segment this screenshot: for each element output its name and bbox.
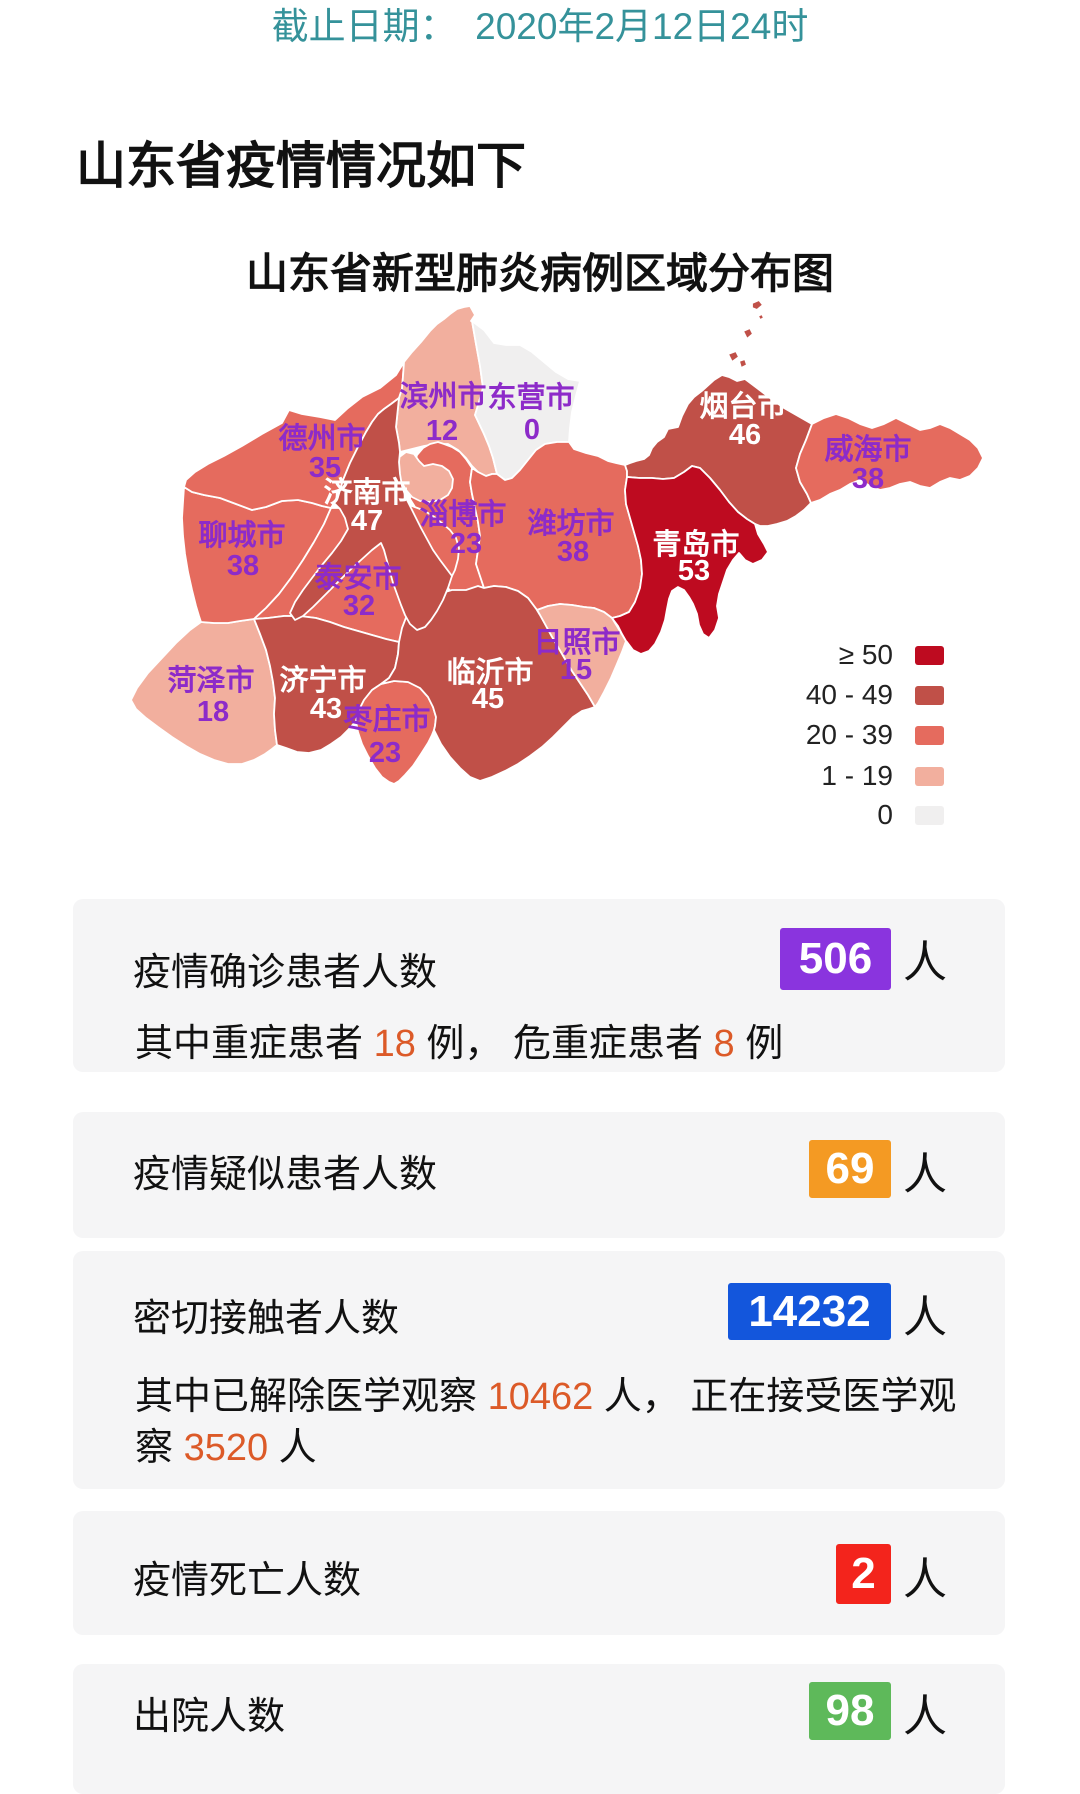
svg-text:38: 38 bbox=[557, 536, 589, 568]
svg-text:40 - 49: 40 - 49 bbox=[806, 679, 893, 710]
svg-text:淄博市: 淄博市 bbox=[419, 497, 506, 531]
svg-text:23: 23 bbox=[369, 737, 401, 769]
svg-text:临沂市: 临沂市 bbox=[446, 655, 533, 689]
svg-text:38: 38 bbox=[852, 463, 884, 495]
svg-text:菏泽市: 菏泽市 bbox=[167, 663, 254, 697]
svg-text:35: 35 bbox=[309, 452, 341, 484]
svg-text:0: 0 bbox=[524, 414, 540, 446]
svg-text:1 - 19: 1 - 19 bbox=[821, 760, 893, 791]
svg-text:32: 32 bbox=[343, 590, 375, 622]
svg-text:滨州市: 滨州市 bbox=[399, 379, 486, 413]
svg-text:济宁市: 济宁市 bbox=[279, 663, 366, 697]
svg-text:38: 38 bbox=[227, 550, 259, 582]
svg-text:43: 43 bbox=[310, 693, 342, 725]
svg-text:德州市: 德州市 bbox=[278, 421, 365, 455]
svg-text:枣庄市: 枣庄市 bbox=[342, 702, 430, 736]
svg-text:济南市: 济南市 bbox=[323, 475, 410, 509]
svg-text:20 - 39: 20 - 39 bbox=[806, 719, 893, 750]
svg-text:53: 53 bbox=[678, 555, 710, 587]
svg-text:45: 45 bbox=[472, 683, 504, 715]
svg-text:东营市: 东营市 bbox=[487, 380, 574, 414]
svg-text:≥ 50: ≥ 50 bbox=[839, 639, 893, 670]
svg-text:烟台市: 烟台市 bbox=[699, 389, 786, 423]
svg-text:泰安市: 泰安市 bbox=[314, 560, 401, 594]
svg-text:15: 15 bbox=[560, 654, 592, 686]
svg-text:聊城市: 聊城市 bbox=[198, 518, 285, 552]
svg-text:青岛市: 青岛市 bbox=[652, 527, 739, 561]
svg-text:日照市: 日照市 bbox=[533, 625, 620, 659]
svg-text:18: 18 bbox=[197, 696, 229, 728]
svg-text:威海市: 威海市 bbox=[824, 432, 911, 466]
svg-text:46: 46 bbox=[729, 419, 761, 451]
svg-text:0: 0 bbox=[877, 799, 893, 830]
svg-text:23: 23 bbox=[450, 528, 482, 560]
svg-text:潍坊市: 潍坊市 bbox=[527, 506, 614, 540]
svg-text:12: 12 bbox=[426, 415, 458, 447]
svg-text:47: 47 bbox=[351, 505, 383, 537]
